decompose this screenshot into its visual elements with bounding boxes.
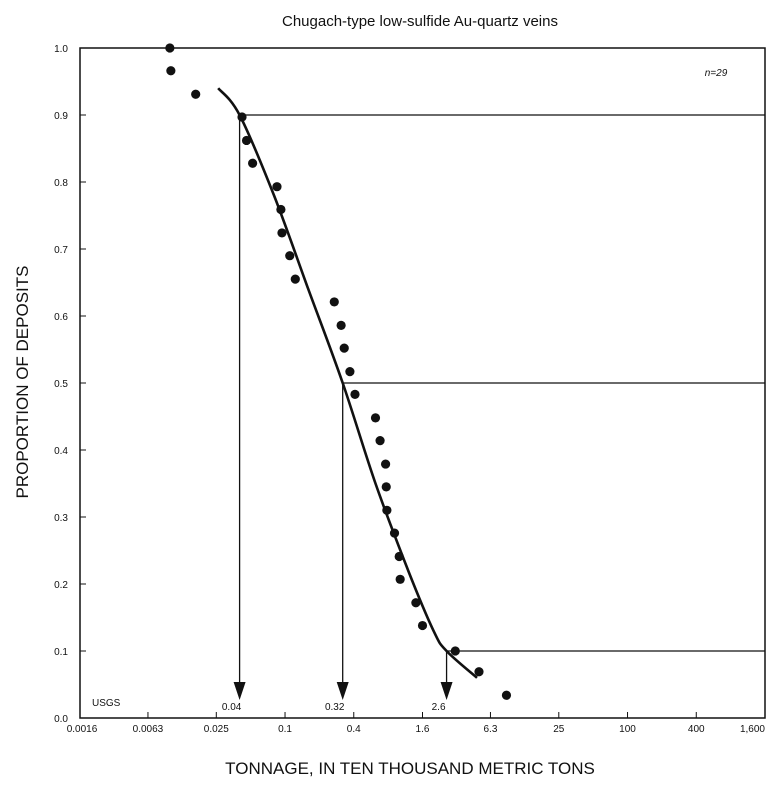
data-point [166, 66, 176, 76]
x-tick-label: 100 [619, 724, 636, 735]
data-point [336, 320, 346, 330]
data-point [501, 690, 512, 700]
x-axis: 0.0016 0.0063 0.025 0.1 0.4 1.6 6.3 25 100 400 1,6… [67, 712, 766, 735]
data-point [272, 182, 282, 192]
percentile-arrowhead [440, 682, 453, 700]
x-tick-label: 0.025 [204, 724, 229, 735]
y-tick-label: 0.8 [54, 178, 68, 189]
x-tick-label: 0.4 [347, 724, 361, 735]
x-tick-label: 0.0063 [133, 724, 164, 735]
data-point [241, 135, 252, 146]
x-tick-label: 0.0016 [67, 724, 98, 735]
x-tick-label: 25 [553, 724, 565, 735]
data-point [394, 551, 404, 562]
y-axis: 0.0 0.1 0.2 0.3 0.4 0.5 0.6 0.7 0.8 0.9 1.0 [54, 44, 86, 725]
chart-title: Chugach-type low-sulfide Au-quartz veins [282, 13, 558, 30]
data-point [276, 204, 286, 215]
y-tick-label: 0.0 [54, 714, 68, 725]
y-tick-label: 0.9 [54, 111, 68, 122]
y-tick-label: 0.2 [54, 580, 68, 591]
n-annotation: n=29 [705, 68, 728, 79]
data-points [165, 43, 512, 700]
data-point [380, 459, 391, 469]
data-point [370, 413, 381, 423]
data-point [339, 343, 349, 353]
data-point [290, 274, 300, 284]
data-point [248, 158, 258, 168]
data-point [277, 228, 287, 238]
percentile-value-label: 0.32 [325, 702, 345, 713]
y-tick-label: 0.1 [54, 647, 68, 658]
data-point [165, 43, 175, 53]
data-point [375, 436, 385, 446]
data-point [450, 646, 460, 656]
y-tick-label: 0.4 [54, 446, 68, 457]
y-tick-label: 1.0 [54, 44, 68, 55]
data-point [345, 367, 355, 377]
x-tick-label: 400 [688, 724, 705, 735]
y-tick-label: 0.5 [54, 379, 68, 390]
x-axis-title: TONNAGE, IN TEN THOUSAND METRIC TONS [225, 759, 595, 778]
y-tick-label: 0.3 [54, 513, 68, 524]
percentile-arrowhead [336, 682, 349, 700]
data-point [237, 112, 247, 122]
data-point [411, 598, 421, 608]
data-point [350, 389, 360, 399]
data-point [329, 297, 339, 307]
data-point [417, 620, 428, 631]
percentile-value-label: 0.04 [222, 702, 242, 713]
fitted-curve-layer [217, 87, 478, 679]
x-tick-label: 0.1 [278, 724, 292, 735]
data-point [191, 89, 201, 99]
percentile-value-label: 2.6 [432, 702, 446, 713]
data-point [474, 667, 484, 677]
y-tick-label: 0.6 [54, 312, 68, 323]
y-tick-label: 0.7 [54, 245, 68, 256]
data-point [395, 574, 405, 584]
data-point [381, 482, 391, 492]
data-point [389, 528, 400, 538]
data-point [382, 505, 392, 515]
x-tick-label: 1.6 [416, 724, 430, 735]
fitted-curve [217, 87, 478, 679]
data-point [285, 251, 295, 261]
source-label: USGS [92, 698, 121, 709]
percentile-arrowhead [233, 682, 246, 700]
x-tick-label: 6.3 [484, 724, 498, 735]
x-tick-label: 1,600 [740, 724, 765, 735]
percentile-guides: 0.04 0.32 2.6 [222, 114, 765, 713]
y-axis-title: PROPORTION OF DEPOSITS [13, 266, 32, 499]
